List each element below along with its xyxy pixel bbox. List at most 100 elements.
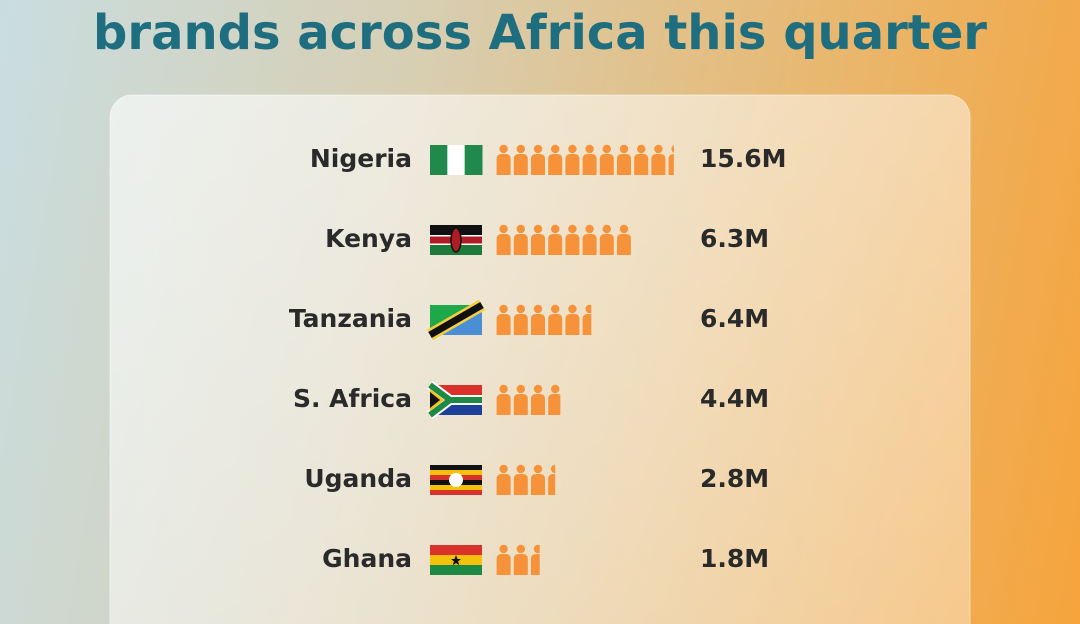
flag-stripe bbox=[430, 490, 482, 495]
person-icons bbox=[496, 544, 540, 575]
person-body bbox=[496, 234, 511, 255]
person-head bbox=[499, 544, 508, 554]
person-body bbox=[513, 154, 528, 175]
value-label: 15.6M bbox=[700, 144, 787, 173]
flag bbox=[430, 145, 483, 175]
flag bbox=[427, 381, 482, 419]
person-head bbox=[516, 384, 525, 394]
person-head bbox=[585, 144, 594, 154]
flag bbox=[430, 545, 482, 575]
value-label: 1.8M bbox=[700, 544, 769, 573]
person-body bbox=[496, 314, 511, 335]
flag bbox=[430, 465, 482, 495]
person-body bbox=[531, 554, 540, 575]
country-label: Ghana bbox=[322, 544, 412, 573]
person-body bbox=[634, 154, 649, 175]
person-body bbox=[582, 234, 597, 255]
person-icons bbox=[496, 384, 561, 415]
person-body bbox=[548, 154, 563, 175]
flag-shield bbox=[450, 227, 462, 253]
person-body bbox=[548, 474, 556, 495]
person-head bbox=[568, 144, 577, 154]
flag-stripe bbox=[430, 565, 482, 575]
flag-part bbox=[428, 382, 482, 418]
person-body bbox=[531, 394, 545, 415]
person-head bbox=[533, 144, 543, 154]
person-body bbox=[531, 314, 545, 335]
person-head bbox=[551, 464, 556, 474]
country-label: Nigeria bbox=[310, 144, 412, 173]
person-body bbox=[548, 234, 563, 255]
person-head bbox=[533, 304, 543, 314]
flag-part bbox=[430, 392, 440, 408]
person-head bbox=[551, 304, 560, 314]
person-body bbox=[548, 314, 563, 335]
person-head bbox=[602, 224, 611, 234]
flag-stripe bbox=[464, 145, 483, 175]
person-head bbox=[516, 224, 525, 234]
person-body bbox=[582, 314, 592, 335]
person-head bbox=[568, 304, 577, 314]
person-body bbox=[651, 154, 666, 175]
person-body bbox=[531, 154, 545, 175]
country-label: Tanzania bbox=[289, 304, 412, 333]
person-body bbox=[513, 554, 528, 575]
person-head bbox=[499, 144, 508, 154]
person-body bbox=[582, 154, 597, 175]
person-head bbox=[499, 224, 508, 234]
person-head bbox=[602, 144, 611, 154]
person-head bbox=[619, 144, 629, 154]
person-body bbox=[496, 394, 511, 415]
flag-stripe bbox=[430, 485, 482, 490]
person-body bbox=[548, 394, 561, 415]
person-body bbox=[565, 154, 580, 175]
country-label: S. Africa bbox=[293, 384, 412, 413]
person-head bbox=[585, 304, 592, 314]
flag-star bbox=[451, 555, 461, 566]
person-body bbox=[617, 234, 631, 255]
value-label: 6.3M bbox=[700, 224, 769, 253]
person-head bbox=[533, 544, 540, 554]
person-head bbox=[516, 464, 525, 474]
value-label: 2.8M bbox=[700, 464, 769, 493]
chart-title: brands across Africa this quarter bbox=[93, 5, 987, 61]
person-head bbox=[671, 145, 674, 153]
person-head bbox=[637, 144, 646, 154]
person-head bbox=[516, 144, 525, 154]
person-icons bbox=[496, 464, 556, 495]
person-head bbox=[533, 464, 543, 474]
flag-stripe bbox=[430, 545, 482, 555]
card bbox=[109, 94, 971, 624]
person-head bbox=[551, 384, 560, 394]
person-body bbox=[496, 474, 511, 495]
person-head bbox=[619, 224, 629, 234]
person-icons bbox=[496, 144, 674, 175]
value-label: 4.4M bbox=[700, 384, 769, 413]
person-body bbox=[496, 154, 511, 175]
person-body bbox=[565, 314, 580, 335]
person-head bbox=[516, 544, 525, 554]
flag bbox=[430, 225, 482, 255]
person-head bbox=[516, 304, 525, 314]
person-icons bbox=[496, 224, 631, 255]
person-head bbox=[499, 464, 508, 474]
person-body bbox=[531, 234, 545, 255]
person-body bbox=[565, 234, 580, 255]
person-head bbox=[654, 144, 663, 154]
person-body bbox=[513, 234, 528, 255]
person-body bbox=[513, 314, 528, 335]
person-body bbox=[668, 154, 674, 175]
person-head bbox=[585, 224, 594, 234]
person-body bbox=[599, 234, 614, 255]
flag-emblem bbox=[449, 473, 463, 487]
flag-stripe bbox=[430, 145, 448, 175]
person-body bbox=[513, 394, 528, 415]
person-head bbox=[551, 144, 560, 154]
flag-stripe bbox=[430, 470, 482, 475]
value-label: 6.4M bbox=[700, 304, 769, 333]
person-body bbox=[617, 154, 631, 175]
person-head bbox=[551, 224, 560, 234]
person-body bbox=[496, 554, 511, 575]
person-head bbox=[568, 224, 577, 234]
